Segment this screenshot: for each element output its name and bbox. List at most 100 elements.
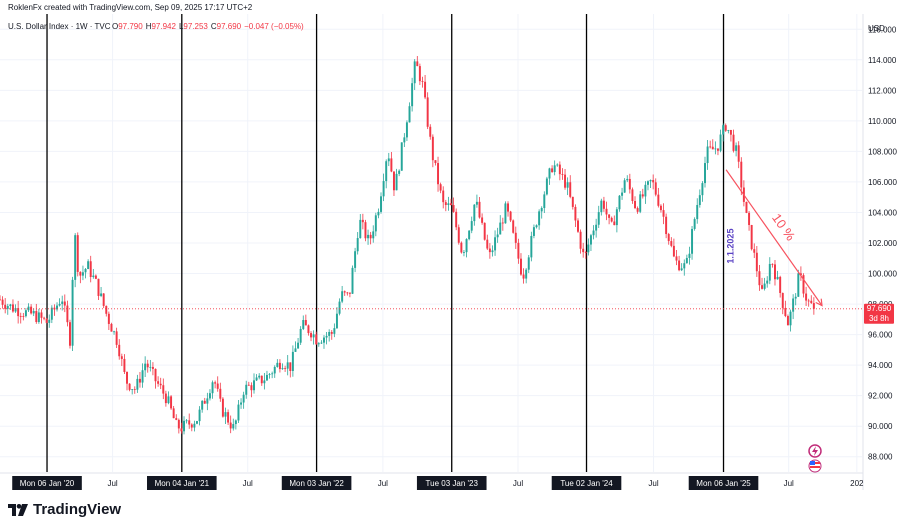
candle [133,386,136,394]
candle [722,123,725,142]
candle [149,359,152,372]
candle [442,186,445,209]
candle [227,409,230,426]
candle [447,196,450,211]
candle [548,167,551,185]
y-tick-label: 88.000 [868,453,893,462]
candle [302,315,305,331]
ohlc-value: 97.790 [118,22,143,31]
candle [758,265,761,291]
candle [450,198,452,206]
x-tick-label: Tue 02 Jan '24 [560,479,613,488]
candle [105,305,108,317]
candle [667,232,670,245]
candle [504,201,507,224]
candle [688,246,691,265]
candle [719,129,722,153]
candle [250,382,253,398]
candle [356,232,359,255]
candle [659,204,662,213]
candle [328,329,331,342]
candle [538,209,541,230]
y-tick-label: 104.000 [868,208,897,217]
candle [610,216,613,223]
price-axis[interactable]: 116.000 114.000 112.000 110.000 108.000 106.0… [868,25,897,461]
candle [634,196,637,210]
y-tick-label: 108.000 [868,147,897,156]
candle [455,208,458,231]
candle [317,342,320,347]
candle [413,59,416,90]
candle [177,418,180,434]
candle [312,330,315,345]
x-tick-label: Tue 03 Jan '23 [426,479,479,488]
ohlc-key: L [178,22,184,31]
candle [462,250,465,257]
candle [211,380,214,399]
candle [714,141,717,155]
y-tick-label: 96.000 [868,331,893,340]
events-icon[interactable] [808,444,822,458]
candle [159,377,162,390]
candle [597,205,600,228]
candle [615,207,618,233]
candle [216,376,219,392]
time-axis[interactable]: Mon 06 Jan '20 Jul Mon 04 Jan '21 Jul Mon 03… [12,476,864,490]
candle [527,255,530,273]
candle [496,227,499,243]
symbol-description[interactable]: U.S. Dollar Index · 1W · TVC [8,22,111,31]
candle [755,246,758,277]
candle [367,229,370,245]
candle [151,362,154,376]
candle [636,206,639,214]
candle [766,276,769,288]
candle [278,359,281,373]
candle [582,242,585,258]
candle [162,378,165,400]
candle [608,214,611,225]
candle [434,160,437,166]
candle [333,323,336,338]
y-tick-label: 114.000 [868,56,897,65]
candle [475,194,478,208]
candle [154,368,157,389]
tradingview-logo[interactable]: TradingView [8,501,121,518]
candle [460,241,463,254]
candle [732,129,735,153]
candle [237,399,240,423]
trend-arrow-head [815,298,823,307]
candle [517,238,520,264]
candle [9,303,12,310]
candle [556,163,559,167]
candle [61,295,64,311]
ohlc-value: 97.690 [216,22,242,31]
y-tick-label: 110.000 [868,117,897,126]
candle [602,196,605,212]
candle [514,226,517,249]
candle [234,419,237,430]
candle [473,204,476,226]
candle [395,168,398,191]
candle [532,224,535,239]
candle [779,275,782,298]
candle [201,400,204,413]
candle [81,265,84,281]
candle [120,353,123,367]
trend-arrow-line[interactable] [725,169,823,306]
candle [136,374,139,393]
candle [501,217,504,231]
candle [320,340,323,344]
candle [172,405,175,419]
candle [781,292,784,315]
candle [499,215,502,235]
candle [439,182,442,194]
x-tick-label: Jul [513,479,523,488]
candle [483,222,486,241]
x-tick-label: Mon 06 Jan '20 [20,479,75,488]
candle [330,330,333,340]
us-flag-icon[interactable] [808,459,822,473]
candle [208,389,211,401]
candle [698,189,701,208]
candle [66,300,69,327]
candle [380,192,382,214]
